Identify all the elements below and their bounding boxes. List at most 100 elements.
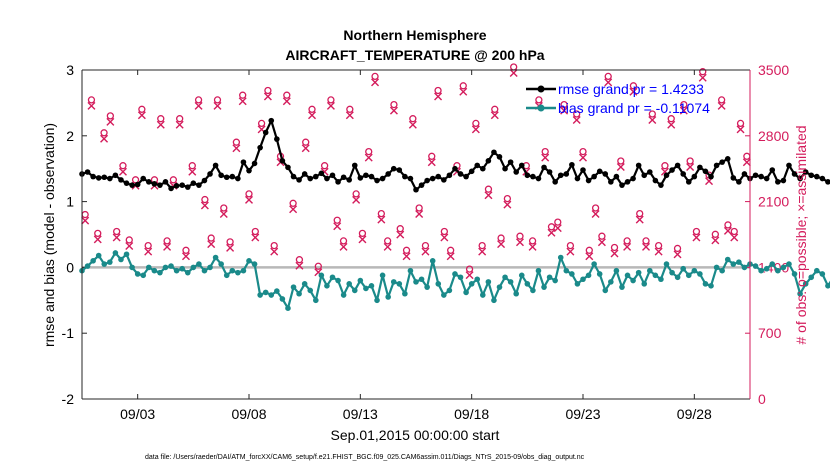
rmse-data-point <box>290 173 297 180</box>
obs-assimilated-marker <box>610 249 619 258</box>
obs-assimilated-marker <box>371 78 380 87</box>
rmse-data-point <box>647 169 653 175</box>
rmse-data-point <box>669 167 675 173</box>
bias-data-point <box>262 289 269 296</box>
obs-assimilated-marker <box>635 215 644 224</box>
rmse-data-point <box>635 162 642 169</box>
obs-possible-marker <box>560 100 568 109</box>
bias-data-point <box>724 256 731 263</box>
obs-assimilated-marker <box>181 252 190 261</box>
bias-data-point <box>596 271 603 277</box>
obs-possible-marker <box>629 82 638 90</box>
bias-data-point <box>84 263 91 269</box>
rmse-data-point <box>301 171 308 177</box>
chart-title: Northern Hemisphere <box>343 27 486 43</box>
obs-possible-marker <box>339 237 348 245</box>
obs-cross-stroke <box>572 116 581 124</box>
obs-assimilated-marker <box>352 195 361 204</box>
rmse-data-point <box>546 169 553 175</box>
obs-possible-marker <box>554 218 562 226</box>
obs-possible-marker <box>711 230 719 238</box>
obs-possible-marker <box>428 152 436 160</box>
bias-data-point <box>218 261 224 267</box>
bias-data-point <box>546 274 553 281</box>
bias-data-point <box>340 292 347 298</box>
bias-data-point <box>285 305 291 311</box>
obs-cross-stroke <box>427 158 436 167</box>
rmse-data-point <box>179 182 185 188</box>
rmse-data-point <box>446 172 453 179</box>
obs-cross-stroke <box>282 97 291 106</box>
obs-assimilated-marker <box>106 117 115 126</box>
obs-assimilated-marker <box>339 242 348 251</box>
rmse-data-point <box>569 161 575 168</box>
x-tick-label: 09/18 <box>454 406 489 422</box>
rmse-data-point <box>190 180 197 186</box>
rmse-data-point <box>390 165 397 172</box>
x-tick-label: 09/28 <box>677 406 712 422</box>
obs-assimilated-marker <box>295 261 304 270</box>
rmse-data-point <box>491 149 497 156</box>
obs-possible-marker <box>421 241 430 250</box>
rmse-data-point <box>496 154 503 160</box>
bias-data-point <box>708 283 714 289</box>
bias-data-point <box>569 271 575 277</box>
rmse-data-point <box>374 177 380 184</box>
rmse-data-point <box>396 167 403 173</box>
rmse-data-point <box>507 159 514 165</box>
obs-cross-stroke <box>213 101 222 110</box>
obs-possible-marker <box>510 63 518 71</box>
obs-assimilated-marker <box>471 125 480 134</box>
bias-data-point <box>351 287 358 294</box>
bias-data-point <box>413 279 419 285</box>
obs-cross-stroke <box>503 200 512 209</box>
obs-possible-marker <box>673 244 682 253</box>
obs-cross-stroke <box>81 216 90 225</box>
obs-possible-marker <box>207 234 215 242</box>
rmse-data-point <box>652 177 659 184</box>
obs-cross-stroke <box>566 247 575 256</box>
rmse-data-point <box>524 172 531 179</box>
rmse-data-point <box>769 167 776 173</box>
obs-assimilated-marker <box>497 240 506 249</box>
obs-assimilated-marker <box>200 201 209 210</box>
obs-cross-stroke <box>465 271 474 280</box>
rmse-data-point <box>335 179 341 185</box>
bias-data-point <box>702 281 709 287</box>
bias-data-point <box>223 272 230 279</box>
bias-data-point <box>374 297 380 304</box>
bias-data-point <box>424 284 430 290</box>
obs-possible-marker <box>333 216 341 224</box>
obs-cross-stroke <box>635 215 644 224</box>
bias-data-point <box>786 261 792 267</box>
rmse-data-point <box>513 169 519 175</box>
obs-possible-marker <box>125 236 133 244</box>
obs-cross-stroke <box>181 252 190 261</box>
bias-data-point <box>802 281 809 287</box>
obs-assimilated-marker <box>112 233 121 242</box>
obs-cross-stroke <box>591 210 600 218</box>
obs-possible-marker <box>680 100 688 109</box>
rmse-data-point <box>196 182 202 188</box>
rmse-data-point <box>791 171 798 177</box>
rmse-data-point <box>641 172 648 179</box>
bias-data-point <box>146 264 152 271</box>
rmse-data-point <box>268 117 275 124</box>
bias-data-point <box>652 272 659 279</box>
bias-data-point <box>507 279 514 285</box>
y-tick-label: -1 <box>62 325 75 341</box>
obs-cross-stroke <box>478 247 487 256</box>
rmse-data-point <box>802 169 809 175</box>
x-tick-label: 09/23 <box>565 406 600 422</box>
obs-cross-stroke <box>434 92 443 101</box>
obs-possible-marker <box>163 237 171 245</box>
obs-possible-marker <box>642 237 650 245</box>
bias-data-point <box>324 283 330 289</box>
rmse-data-point <box>680 171 686 177</box>
rmse-data-point <box>363 172 369 179</box>
rmse-data-point <box>151 181 158 187</box>
rmse-data-point <box>780 177 787 184</box>
obs-cross-stroke <box>270 247 279 256</box>
obs-possible-marker <box>459 82 467 90</box>
obs-possible-marker <box>213 96 222 104</box>
